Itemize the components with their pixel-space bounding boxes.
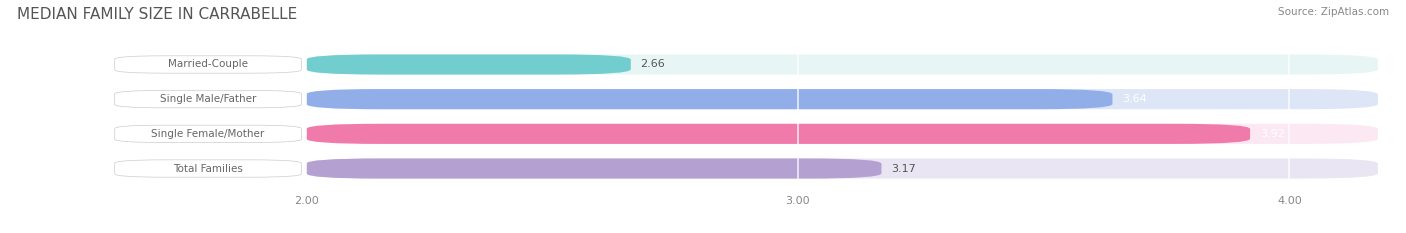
Text: Married-Couple: Married-Couple	[169, 59, 247, 69]
Text: Single Female/Mother: Single Female/Mother	[152, 129, 264, 139]
FancyBboxPatch shape	[307, 124, 1378, 144]
FancyBboxPatch shape	[307, 55, 1378, 75]
FancyBboxPatch shape	[115, 160, 301, 177]
FancyBboxPatch shape	[307, 55, 631, 75]
FancyBboxPatch shape	[307, 89, 1378, 109]
Text: 2.66: 2.66	[641, 59, 665, 69]
Text: 3.17: 3.17	[891, 164, 917, 174]
Text: Single Male/Father: Single Male/Father	[160, 94, 256, 104]
FancyBboxPatch shape	[307, 124, 1250, 144]
FancyBboxPatch shape	[115, 125, 301, 143]
FancyBboxPatch shape	[115, 56, 301, 73]
FancyBboxPatch shape	[307, 89, 1112, 109]
Text: 3.64: 3.64	[1122, 94, 1147, 104]
FancyBboxPatch shape	[307, 158, 882, 178]
Text: Source: ZipAtlas.com: Source: ZipAtlas.com	[1278, 7, 1389, 17]
FancyBboxPatch shape	[115, 90, 301, 108]
Text: 3.92: 3.92	[1260, 129, 1285, 139]
Text: MEDIAN FAMILY SIZE IN CARRABELLE: MEDIAN FAMILY SIZE IN CARRABELLE	[17, 7, 297, 22]
Text: Total Families: Total Families	[173, 164, 243, 174]
FancyBboxPatch shape	[307, 158, 1378, 178]
